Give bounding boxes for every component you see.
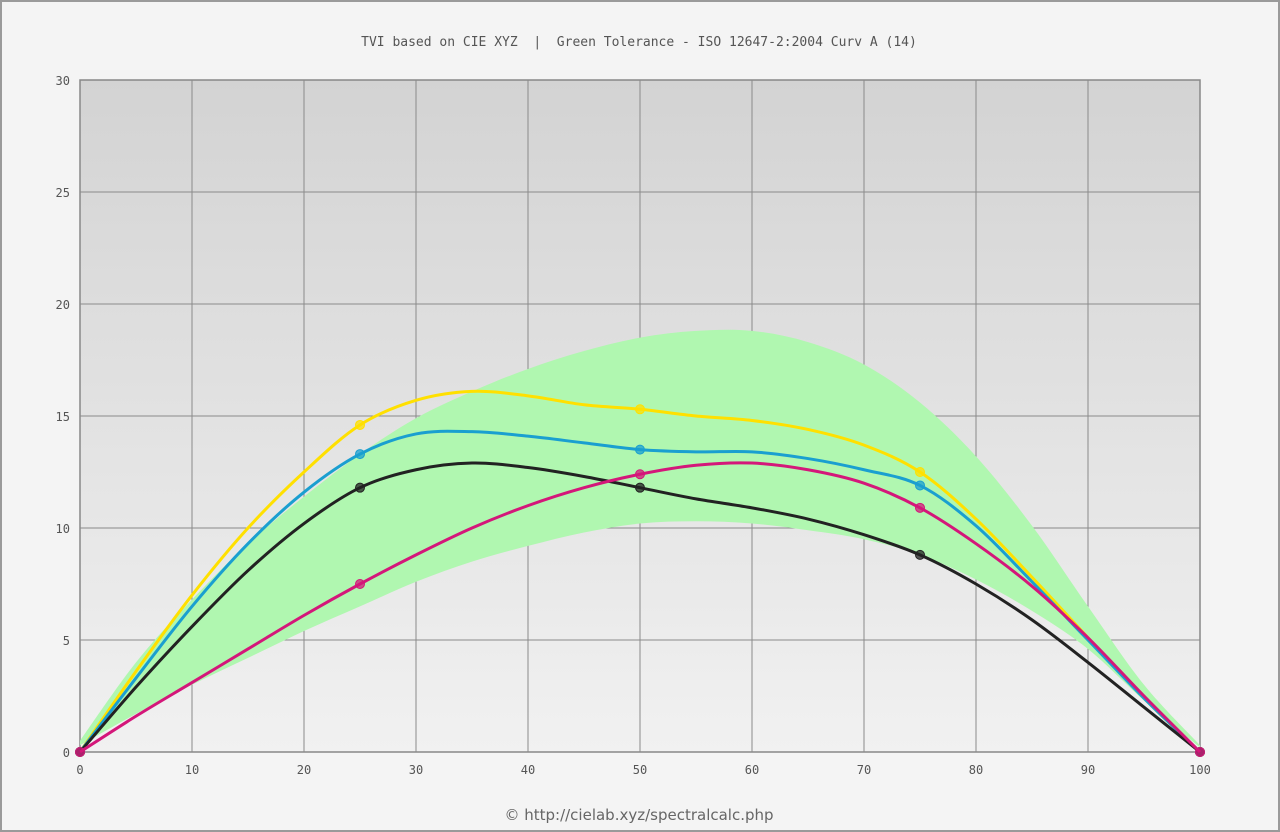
x-tick-label: 40	[521, 763, 535, 777]
tolerance-band	[80, 329, 1200, 748]
y-tick-label: 0	[63, 746, 70, 760]
series-point-0	[355, 419, 365, 430]
y-tick-label: 25	[56, 186, 70, 200]
x-tick-label: 60	[745, 763, 759, 777]
x-tick-label: 20	[297, 763, 311, 777]
series-point-3	[75, 747, 85, 757]
y-tick-label: 5	[63, 634, 70, 648]
series-point-1	[635, 444, 645, 455]
chart-title: TVI based on CIE XYZ | Green Tolerance -…	[361, 35, 917, 50]
x-tick-label: 70	[857, 763, 871, 777]
x-tick-label: 100	[1189, 763, 1211, 777]
series-layer	[75, 389, 1205, 757]
y-tick-label: 15	[56, 410, 70, 424]
axis-labels: 0 10 20 30 40 50 60 70 80 90 100 0 5 10 15 20 25 30	[56, 74, 1211, 777]
series-point-3	[915, 502, 925, 513]
series-point-2	[915, 549, 925, 560]
series-point-3	[355, 579, 365, 589]
x-tick-label: 90	[1081, 763, 1095, 777]
y-tick-label: 30	[56, 74, 70, 88]
y-tick-label: 10	[56, 522, 70, 536]
series-point-1	[915, 480, 925, 491]
series-point-3	[635, 469, 645, 480]
x-tick-label: 30	[409, 763, 423, 777]
x-tick-label: 10	[185, 763, 199, 777]
series-point-3	[1195, 747, 1205, 757]
series-point-1	[355, 449, 365, 460]
x-tick-label: 0	[76, 763, 83, 777]
x-tick-label: 80	[969, 763, 983, 777]
source-credit: © http://cielab.xyz/spectralcalc.php	[504, 806, 773, 824]
series-point-0	[635, 404, 645, 415]
tolerance-band-layer	[80, 329, 1200, 748]
series-point-2	[635, 482, 645, 493]
y-tick-label: 20	[56, 298, 70, 312]
x-tick-label: 50	[633, 763, 647, 777]
series-point-2	[355, 482, 365, 493]
series-point-0	[915, 467, 925, 477]
